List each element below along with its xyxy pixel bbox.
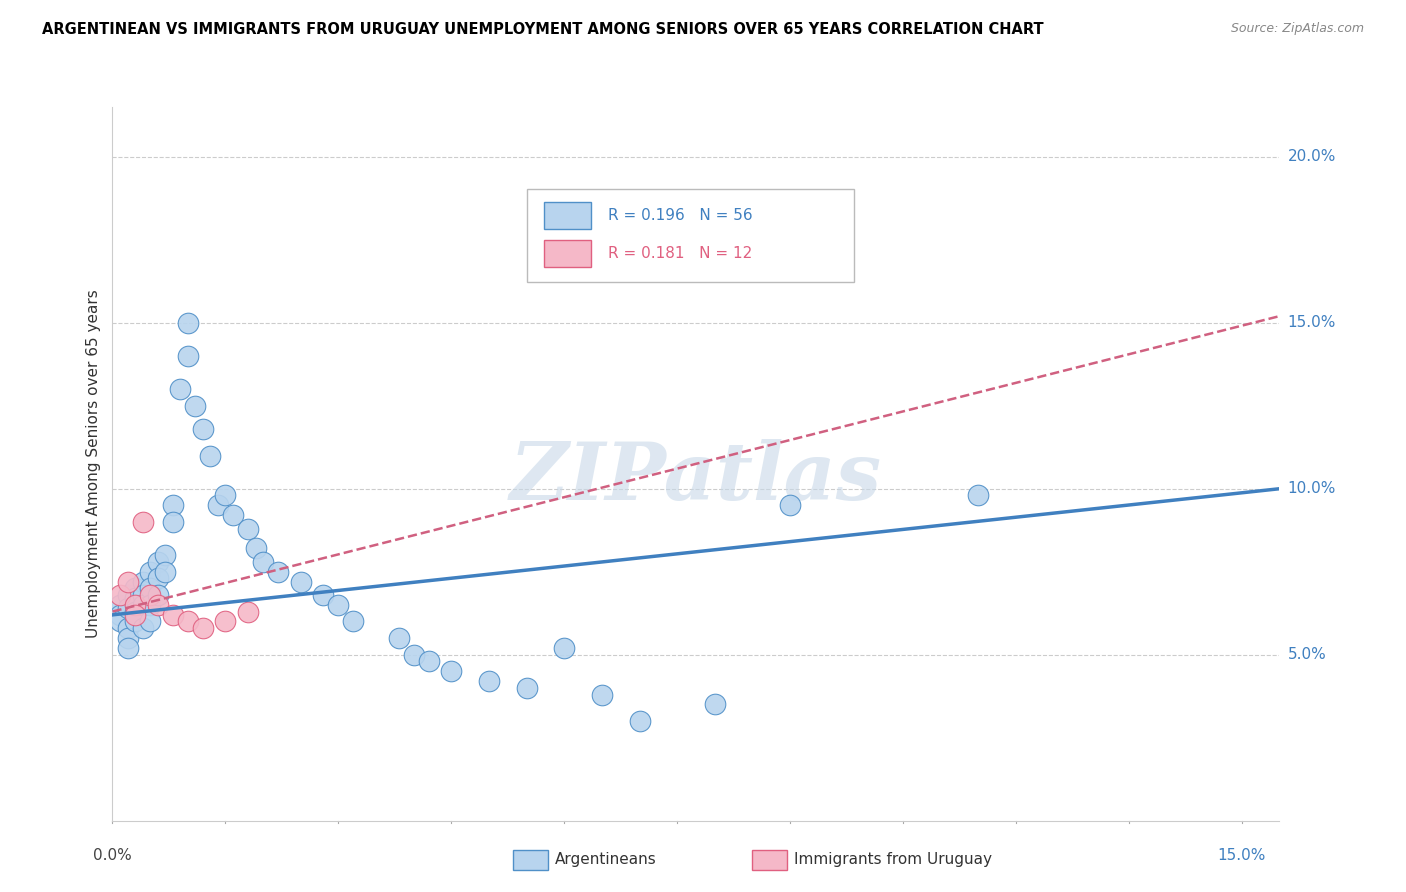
- Point: [108, 588, 131, 602]
- Point: [267, 565, 290, 579]
- Text: 5.0%: 5.0%: [1288, 648, 1326, 662]
- Point: [328, 598, 350, 612]
- Point: [191, 621, 214, 635]
- Point: [418, 654, 440, 668]
- Point: [117, 601, 139, 615]
- Text: 15.0%: 15.0%: [1288, 315, 1336, 330]
- Text: R = 0.196   N = 56: R = 0.196 N = 56: [609, 208, 754, 223]
- Point: [214, 615, 236, 629]
- Point: [124, 615, 146, 629]
- Point: [169, 382, 191, 396]
- Point: [117, 621, 139, 635]
- Point: [146, 598, 169, 612]
- Point: [108, 607, 131, 622]
- Point: [779, 499, 801, 513]
- Point: [591, 688, 613, 702]
- Point: [139, 615, 162, 629]
- Text: Argentineans: Argentineans: [555, 853, 657, 867]
- Point: [117, 631, 139, 645]
- Point: [162, 499, 184, 513]
- Text: 0.0%: 0.0%: [93, 848, 132, 863]
- Text: ARGENTINEAN VS IMMIGRANTS FROM URUGUAY UNEMPLOYMENT AMONG SENIORS OVER 65 YEARS : ARGENTINEAN VS IMMIGRANTS FROM URUGUAY U…: [42, 22, 1043, 37]
- Point: [131, 598, 153, 612]
- Point: [124, 591, 146, 606]
- Point: [108, 598, 131, 612]
- Text: 15.0%: 15.0%: [1218, 848, 1265, 863]
- Text: 10.0%: 10.0%: [1288, 481, 1336, 496]
- Point: [200, 449, 222, 463]
- Text: Source: ZipAtlas.com: Source: ZipAtlas.com: [1230, 22, 1364, 36]
- Point: [108, 615, 131, 629]
- Point: [236, 605, 259, 619]
- Point: [124, 598, 146, 612]
- Point: [139, 598, 162, 612]
- Point: [117, 588, 139, 602]
- Point: [703, 698, 725, 712]
- Point: [131, 574, 153, 589]
- Point: [146, 555, 169, 569]
- Point: [184, 399, 207, 413]
- Text: ZIPatlas: ZIPatlas: [510, 440, 882, 516]
- Point: [478, 674, 501, 689]
- Point: [290, 574, 312, 589]
- Point: [139, 588, 162, 602]
- Point: [222, 508, 245, 523]
- Point: [402, 648, 425, 662]
- Text: R = 0.181   N = 12: R = 0.181 N = 12: [609, 246, 752, 260]
- Point: [312, 588, 335, 602]
- Point: [177, 349, 200, 363]
- Point: [342, 615, 364, 629]
- Point: [139, 582, 162, 596]
- FancyBboxPatch shape: [527, 189, 853, 282]
- Point: [553, 641, 575, 656]
- Point: [245, 541, 267, 556]
- Point: [124, 607, 146, 622]
- Point: [967, 488, 990, 502]
- Point: [207, 499, 229, 513]
- Point: [162, 515, 184, 529]
- Point: [153, 548, 176, 562]
- Y-axis label: Unemployment Among Seniors over 65 years: Unemployment Among Seniors over 65 years: [86, 290, 101, 638]
- FancyBboxPatch shape: [544, 240, 591, 267]
- Point: [117, 641, 139, 656]
- Point: [191, 422, 214, 436]
- Point: [146, 571, 169, 585]
- Point: [146, 588, 169, 602]
- Point: [124, 605, 146, 619]
- Point: [162, 607, 184, 622]
- Point: [177, 615, 200, 629]
- Point: [214, 488, 236, 502]
- Point: [117, 574, 139, 589]
- Point: [252, 555, 274, 569]
- Point: [153, 565, 176, 579]
- Point: [139, 565, 162, 579]
- Point: [440, 665, 463, 679]
- Point: [124, 582, 146, 596]
- Point: [628, 714, 651, 728]
- Text: Immigrants from Uruguay: Immigrants from Uruguay: [794, 853, 993, 867]
- Text: 20.0%: 20.0%: [1288, 149, 1336, 164]
- Point: [131, 621, 153, 635]
- Point: [516, 681, 538, 695]
- Point: [131, 515, 153, 529]
- Point: [131, 588, 153, 602]
- Point: [236, 522, 259, 536]
- FancyBboxPatch shape: [544, 202, 591, 229]
- Point: [177, 316, 200, 330]
- Point: [387, 631, 409, 645]
